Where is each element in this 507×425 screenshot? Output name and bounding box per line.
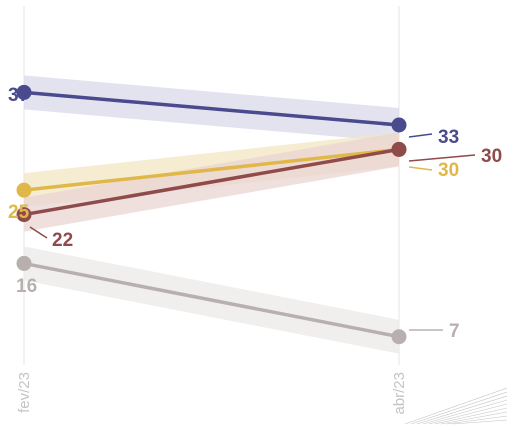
data-label-series-0-0: 37 (8, 85, 29, 106)
hatch-line-4 (428, 403, 507, 425)
hatch-line-7 (446, 415, 507, 425)
hatch-line-6 (440, 411, 507, 425)
point-series-2-0 (16, 207, 32, 223)
line-series-2 (22, 147, 401, 217)
point-series-3-0 (16, 255, 32, 271)
line-series-3 (22, 261, 401, 339)
hatch-line-5 (434, 407, 507, 425)
data-label-series-2-0: 22 (52, 230, 73, 251)
decorative-hatching (404, 387, 507, 425)
hatch-line-1 (410, 391, 507, 425)
x-tick-label-1: abr/23 (391, 372, 408, 415)
data-label-series-1-0: 25 (8, 202, 30, 223)
data-label-series-2-1: 30 (481, 146, 502, 167)
data-labels: 37 33 25 30 22 30 16 7 (8, 85, 502, 342)
data-label-series-1-1: 30 (438, 160, 459, 181)
hatch-line-0 (404, 387, 507, 425)
point-series-3-1 (391, 329, 407, 345)
hatch-line-2 (416, 395, 507, 425)
confidence-bands (24, 75, 399, 354)
point-series-1-0 (16, 182, 32, 198)
point-series-2-1 (391, 141, 407, 157)
leader-series-2-1 (408, 154, 476, 162)
data-label-series-3-0: 16 (16, 276, 37, 297)
data-label-series-3-1: 7 (449, 321, 460, 342)
leader-series-1-1 (408, 166, 433, 171)
leader-series-2-0 (29, 226, 48, 239)
data-label-series-0-1: 33 (438, 127, 459, 148)
hatch-line-8 (452, 419, 507, 425)
x-axis-ticks: fev/23 abr/23 (16, 372, 408, 415)
hatch-line-3 (422, 399, 507, 425)
point-series-0-0 (16, 84, 32, 100)
point-series-0-1 (391, 117, 407, 133)
series-lines (16, 84, 407, 345)
x-tick-label-0: fev/23 (16, 372, 33, 413)
line-series-1 (22, 147, 401, 192)
line-series-0 (22, 90, 401, 127)
leader-series-0-1 (408, 133, 433, 138)
